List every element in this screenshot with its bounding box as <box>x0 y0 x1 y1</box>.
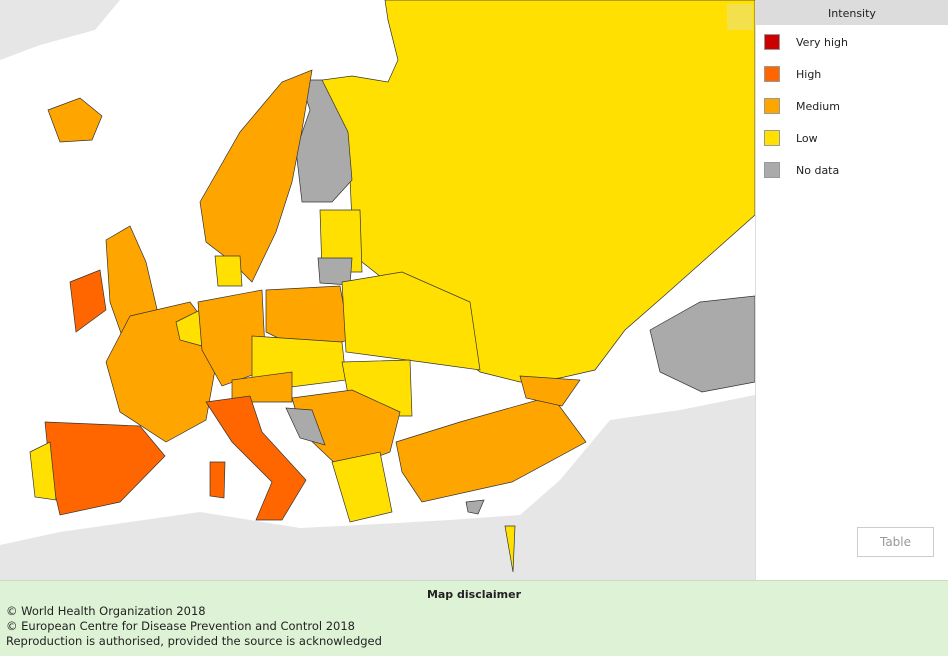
legend-item[interactable]: Very high <box>764 33 848 51</box>
country[interactable] <box>209 461 226 499</box>
country[interactable] <box>285 407 326 446</box>
disclaimer-line: © European Centre for Disease Prevention… <box>6 619 355 633</box>
country[interactable] <box>69 269 107 333</box>
land <box>0 0 120 60</box>
country[interactable] <box>44 421 166 516</box>
country[interactable] <box>504 525 516 573</box>
legend-item[interactable]: Low <box>764 129 818 147</box>
country[interactable] <box>205 395 307 521</box>
disclaimer: Map disclaimer © World Health Organizati… <box>0 580 948 656</box>
background-land <box>0 0 755 580</box>
legend-swatch <box>764 66 780 82</box>
disclaimer-title: Map disclaimer <box>426 588 522 601</box>
country[interactable] <box>295 79 353 203</box>
country[interactable] <box>319 209 363 273</box>
country[interactable] <box>214 255 243 287</box>
expand-icon[interactable] <box>727 4 753 30</box>
country[interactable] <box>331 451 393 523</box>
legend-item[interactable]: Medium <box>764 97 840 115</box>
country[interactable] <box>231 371 293 403</box>
disclaimer-line: © World Health Organization 2018 <box>6 604 206 618</box>
legend-label: No data <box>796 163 840 177</box>
country[interactable] <box>465 499 485 515</box>
legend-title: Intensity <box>756 0 948 25</box>
legend-label: High <box>796 67 822 81</box>
country[interactable] <box>47 97 103 143</box>
legend-swatch <box>764 34 780 50</box>
legend: Intensity Very high High Medium Low No data T… <box>755 0 948 580</box>
country[interactable] <box>197 289 267 387</box>
legend-swatch <box>764 162 780 178</box>
land <box>0 395 755 580</box>
legend-item[interactable]: High <box>764 65 821 83</box>
map <box>0 0 755 580</box>
countries <box>29 0 755 573</box>
country[interactable] <box>29 441 57 501</box>
legend-label: Medium <box>796 99 840 113</box>
country[interactable] <box>341 271 481 371</box>
country[interactable] <box>199 69 313 283</box>
country[interactable] <box>395 395 587 503</box>
legend-label: Very high <box>796 35 848 49</box>
table-button[interactable]: Table <box>857 527 934 557</box>
legend-item[interactable]: No data <box>764 161 839 179</box>
country[interactable] <box>519 375 581 407</box>
legend-swatch <box>764 98 780 114</box>
country[interactable] <box>649 295 755 393</box>
legend-swatch <box>764 130 780 146</box>
disclaimer-line: Reproduction is authorised, provided the… <box>6 634 382 648</box>
legend-label: Low <box>796 131 818 145</box>
